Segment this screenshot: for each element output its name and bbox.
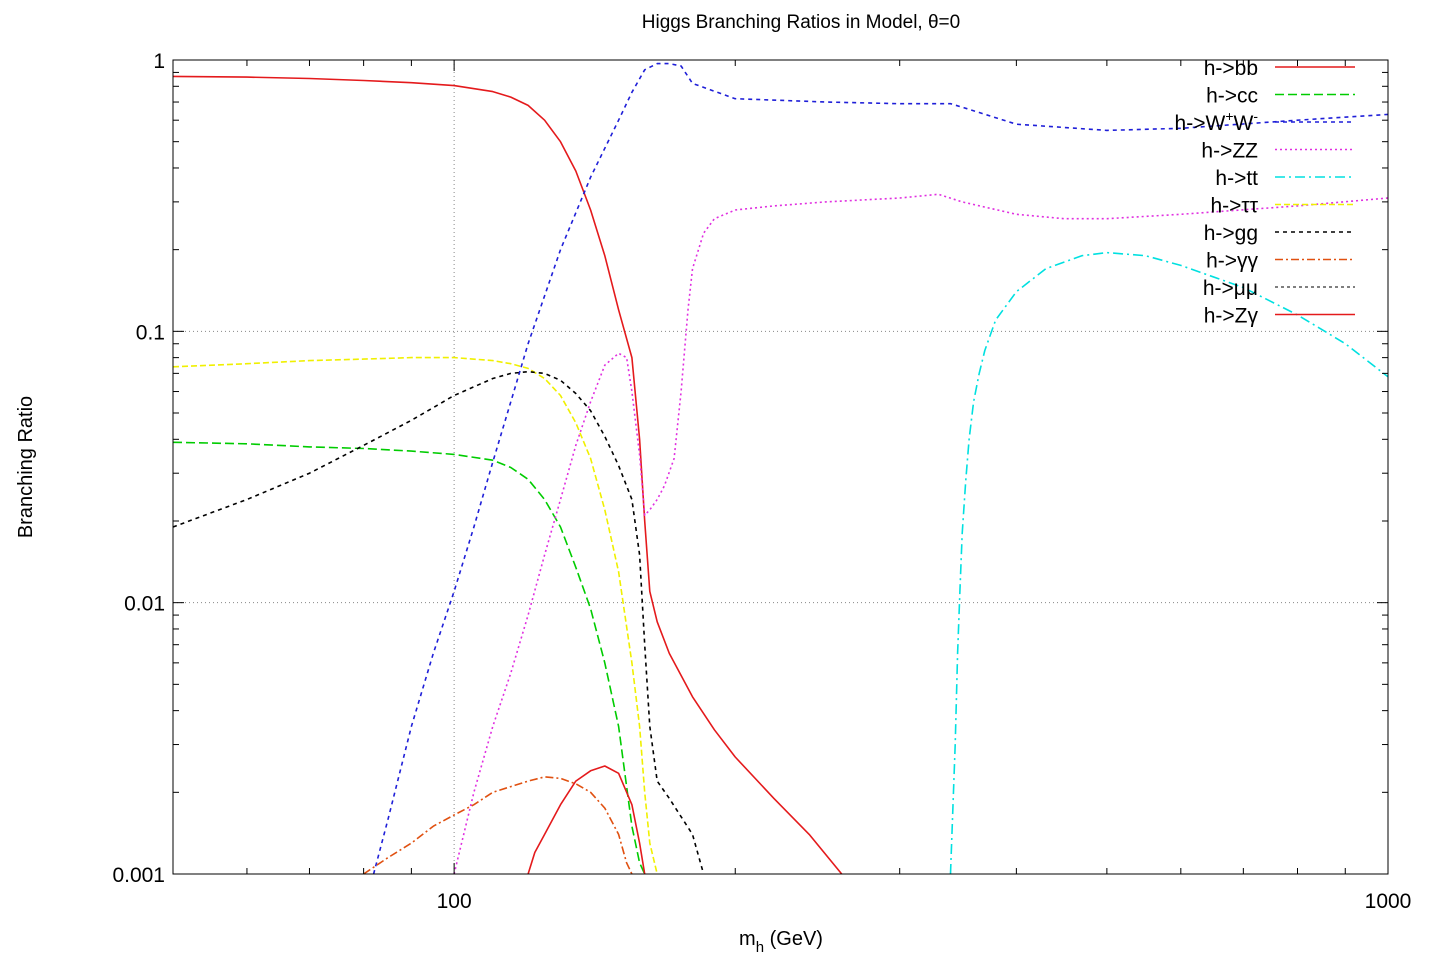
- x-axis-label-sub: h: [756, 939, 764, 956]
- legend-label-sup: +: [1225, 108, 1233, 124]
- legend-label-part: W: [1234, 112, 1254, 135]
- series-line-1-h-cc: [172, 441, 646, 875]
- legend-label-5: h->ττ: [1210, 195, 1258, 218]
- legend-label-1: h->cc: [1206, 85, 1258, 108]
- series-line-6-h-gg: [172, 370, 705, 875]
- legend-label-9: h->Zγ: [1204, 305, 1259, 328]
- x-tick-label-0: 100: [437, 890, 472, 913]
- ticks: 100 1000 0.001 0.01 0.1 1: [112, 50, 1411, 913]
- legend: h->bbh->cch->W+W-h->ZZh->tth->ττh->ggh->…: [1175, 57, 1355, 328]
- x-tick-label-1: 1000: [1365, 890, 1412, 913]
- series-line-2-h-w-w: [372, 62, 1389, 875]
- series-layer: [172, 62, 1389, 875]
- legend-label-3: h->ZZ: [1201, 140, 1258, 163]
- y-tick-label-0: 0.001: [112, 864, 165, 887]
- plot-frame: [172, 59, 1389, 875]
- y-tick-label-1: 0.01: [124, 593, 165, 616]
- x-axis-label-main: m: [739, 928, 756, 950]
- y-axis-label: Branching Ratio: [15, 396, 37, 538]
- chart-title: Higgs Branching Ratios in Model, θ=0: [642, 12, 960, 33]
- y-tick-label-2: 0.1: [136, 321, 165, 344]
- grid: [173, 60, 1388, 874]
- series-line-5-h: [172, 356, 658, 875]
- legend-label-2: h->W+W-: [1175, 108, 1259, 135]
- y-tick-label-3: 1: [153, 50, 165, 73]
- legend-label-8: h->μμ: [1203, 277, 1258, 300]
- series-line-0-h-bb: [172, 75, 843, 875]
- x-axis-label: mh (GeV): [739, 928, 823, 956]
- series-line-7-h: [363, 776, 633, 875]
- x-axis-label-rest: (GeV): [764, 928, 823, 950]
- legend-label-part: h->W: [1175, 112, 1226, 135]
- series-line-4-h-tt: [949, 251, 1389, 875]
- legend-label-sup: -: [1253, 108, 1258, 124]
- series-line-9-h-z: [527, 765, 646, 875]
- legend-label-7: h->γγ: [1206, 250, 1258, 273]
- legend-label-4: h->tt: [1215, 167, 1258, 190]
- legend-label-6: h->gg: [1204, 222, 1258, 245]
- legend-label-0: h->bb: [1204, 57, 1258, 80]
